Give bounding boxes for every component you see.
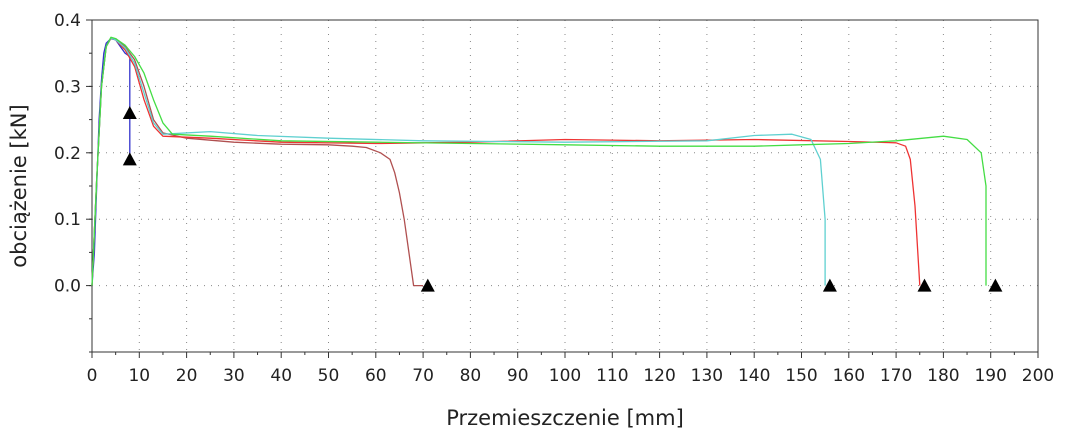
triangle-marker — [122, 106, 137, 119]
triangle-marker — [917, 278, 932, 292]
x-tick-label: 140 — [738, 366, 770, 386]
series-group — [91, 36, 987, 287]
x-tick-label: 100 — [549, 366, 581, 386]
x-tick-label: 0 — [87, 366, 98, 386]
series-line-4 — [91, 37, 826, 286]
x-axis-title: Przemieszczenie [mm] — [446, 406, 684, 430]
x-tick-label: 180 — [927, 366, 959, 386]
y-tick-label: 0.2 — [54, 144, 81, 164]
x-tick-label: 170 — [880, 366, 912, 386]
x-tick-label: 60 — [365, 366, 387, 386]
x-tick-label: 30 — [223, 366, 245, 386]
series-line-3 — [91, 37, 921, 286]
y-tick-label: 0.3 — [54, 77, 81, 97]
y-axis-title: obciążenie [kN] — [7, 104, 31, 267]
x-tick-label: 160 — [833, 366, 865, 386]
triangle-marker — [822, 278, 837, 292]
x-tick-label: 200 — [1022, 366, 1054, 386]
markers-group — [122, 106, 1003, 292]
x-tick-label: 80 — [460, 366, 482, 386]
x-tick-label: 150 — [785, 366, 817, 386]
series-line-2 — [91, 37, 424, 287]
x-tick-label: 70 — [412, 366, 434, 386]
y-tick-label: 0.1 — [54, 210, 81, 230]
series-line-5 — [91, 36, 987, 286]
triangle-marker — [988, 278, 1003, 292]
x-tick-label: 50 — [318, 366, 340, 386]
grid — [92, 20, 1038, 352]
x-tick-label: 20 — [176, 366, 198, 386]
x-tick-label: 40 — [270, 366, 292, 386]
x-tick-label: 110 — [596, 366, 628, 386]
x-tick-label: 130 — [691, 366, 723, 386]
y-tick-label: 0.4 — [54, 11, 81, 31]
x-tick-label: 190 — [974, 366, 1006, 386]
x-tick-label: 90 — [507, 366, 529, 386]
x-tick-label: 120 — [643, 366, 675, 386]
x-tick-label: 10 — [128, 366, 150, 386]
y-tick-label: 0.0 — [54, 277, 81, 297]
axis-ticks: 0 10 20 30 40 50 60 70 80 90 100 110 120 130 140 150 160… — [54, 11, 1054, 386]
triangle-marker — [122, 152, 137, 166]
triangle-marker — [420, 278, 435, 292]
